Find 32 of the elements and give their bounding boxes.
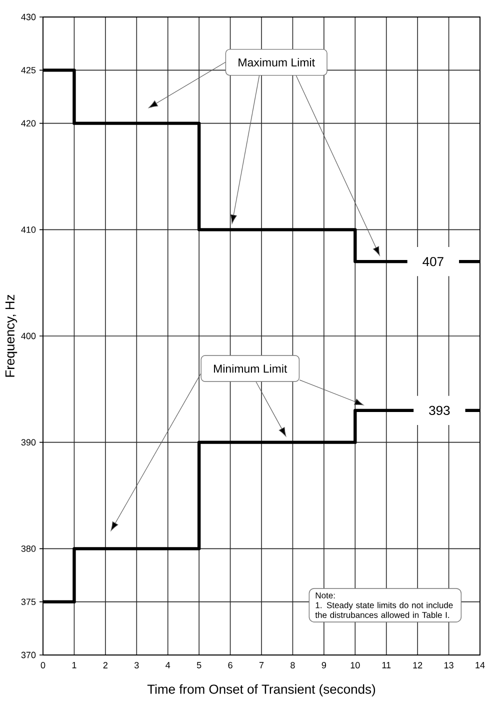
- y-tick-label: 420: [21, 120, 36, 127]
- y-tick-label: 410: [21, 226, 36, 233]
- text: Minimum Limit: [214, 364, 288, 373]
- x-tick-label: 4: [166, 662, 170, 668]
- annotation: 393: [429, 406, 450, 416]
- y-tick-label: 370: [21, 652, 36, 658]
- x-tick-label: 5: [196, 662, 202, 668]
- y-tick-label: 390: [21, 439, 36, 446]
- y-tick-label: 400: [21, 332, 36, 340]
- y-tick-label: 425: [21, 66, 36, 74]
- x-tick-label: 9: [322, 662, 326, 668]
- annotation: 407: [422, 256, 444, 266]
- text: Maximum Limit: [238, 58, 315, 67]
- x-tick-label: 7: [259, 662, 264, 668]
- annotation: 1. Steady state limits do not include the distrubances allowed in Table I.: [315, 602, 453, 618]
- y-tick-label: 380: [21, 545, 36, 552]
- x-tick-label: 11: [382, 662, 391, 668]
- x-tick-label: 13: [444, 662, 454, 668]
- x-tick-label: 2: [103, 662, 108, 668]
- x-axis-title: Time from Onset of Transient (seconds): [147, 684, 376, 696]
- x-tick-label: 3: [134, 662, 139, 668]
- x-tick-label: 6: [228, 662, 232, 668]
- x-tick-label: 10: [350, 662, 360, 668]
- y-axis-title: Frequency, Hz: [5, 294, 18, 377]
- x-tick-label: 1: [72, 662, 76, 668]
- annotation: Note:: [316, 592, 335, 598]
- x-tick-label: 14: [476, 662, 485, 668]
- x-tick-label: 8: [290, 662, 295, 668]
- x-tick-label: 0: [40, 662, 46, 668]
- y-tick-label: 375: [21, 598, 36, 606]
- y-tick-label: 430: [21, 14, 36, 20]
- x-tick-label: 12: [413, 662, 422, 668]
